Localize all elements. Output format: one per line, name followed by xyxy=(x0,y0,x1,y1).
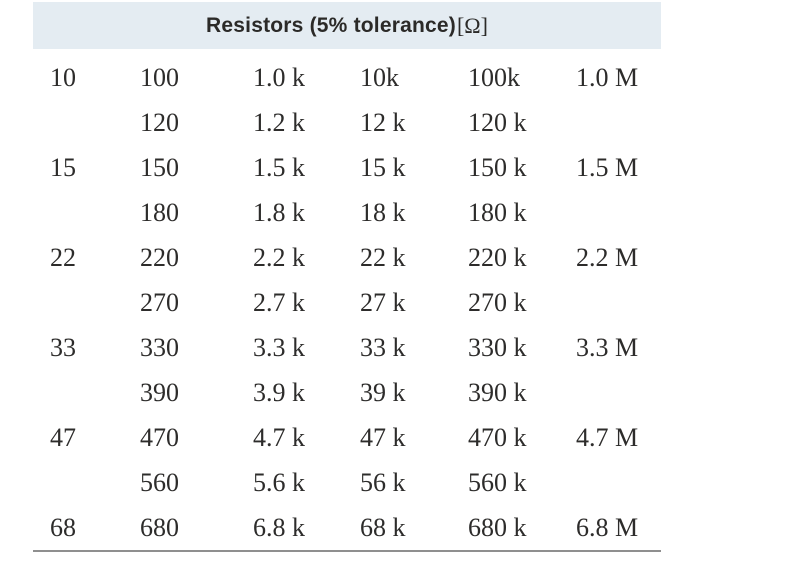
table-row: 15 150 1.5 k 15 k 150 k 1.5 M xyxy=(50,145,661,190)
table-row: 390 3.9 k 39 k 390 k xyxy=(50,370,661,415)
table-cell: 27 k xyxy=(360,288,406,317)
table-cell: 120 xyxy=(140,108,179,137)
table-cell: 4.7 k xyxy=(253,423,305,452)
table-cell: 390 k xyxy=(468,378,527,407)
table-cell: 2.7 k xyxy=(253,288,305,317)
table-cell: 3.3 M xyxy=(576,333,639,362)
table-unit-label: [Ω] xyxy=(456,12,488,38)
table-cell xyxy=(50,100,140,145)
table-cell: 10 xyxy=(50,63,76,92)
table-cell xyxy=(576,460,661,505)
table-cell: 220 xyxy=(140,243,179,272)
table-cell: 22 k xyxy=(360,243,406,272)
table-cell: 150 k xyxy=(468,153,527,182)
table-cell: 270 xyxy=(140,288,179,317)
table-cell: 470 xyxy=(140,423,179,452)
table-cell: 1.0 M xyxy=(576,63,639,92)
table-cell xyxy=(576,190,661,235)
table-cell: 390 xyxy=(140,378,179,407)
table-cell: 33 xyxy=(50,333,76,362)
table-row: 68 680 6.8 k 68 k 680 k 6.8 M xyxy=(50,505,661,550)
table-cell: 560 xyxy=(140,468,179,497)
table-row: 560 5.6 k 56 k 560 k xyxy=(50,460,661,505)
table-row: 270 2.7 k 27 k 270 k xyxy=(50,280,661,325)
table-cell xyxy=(576,370,661,415)
table-title: Resistors (5% tolerance) xyxy=(206,13,456,37)
table-row: 33 330 3.3 k 33 k 330 k 3.3 M xyxy=(50,325,661,370)
table-cell: 3.3 k xyxy=(253,333,305,362)
resistor-value-table: Resistors (5% tolerance) [Ω] 10 100 1.0 k 10… xyxy=(33,2,661,552)
table-row: 10 100 1.0 k 10k 100k 1.0 M xyxy=(50,55,661,100)
table-cell: 1.2 k xyxy=(253,108,305,137)
table-cell: 470 k xyxy=(468,423,527,452)
table-cell: 560 k xyxy=(468,468,527,497)
table-cell: 47 k xyxy=(360,423,406,452)
table-row: 120 1.2 k 12 k 120 k xyxy=(50,100,661,145)
table-cell: 6.8 k xyxy=(253,513,305,542)
table-cell: 6.8 M xyxy=(576,513,639,542)
table-cell: 3.9 k xyxy=(253,378,305,407)
table-cell: 33 k xyxy=(360,333,406,362)
table-cell: 68 xyxy=(50,513,76,542)
table-cell xyxy=(50,370,140,415)
table-cell xyxy=(576,100,661,145)
table-cell: 330 xyxy=(140,333,179,362)
table-cell: 220 k xyxy=(468,243,527,272)
table-cell: 330 k xyxy=(468,333,527,362)
table-cell xyxy=(50,280,140,325)
table-row: 180 1.8 k 18 k 180 k xyxy=(50,190,661,235)
table-cell xyxy=(50,190,140,235)
table-cell: 10k xyxy=(360,63,399,92)
table-cell: 18 k xyxy=(360,198,406,227)
table-cell: 68 k xyxy=(360,513,406,542)
table-cell: 5.6 k xyxy=(253,468,305,497)
table-cell: 1.5 k xyxy=(253,153,305,182)
table-cell: 180 k xyxy=(468,198,527,227)
table-cell: 270 k xyxy=(468,288,527,317)
table-cell: 1.0 k xyxy=(253,63,305,92)
table-cell: 680 xyxy=(140,513,179,542)
table-cell: 22 xyxy=(50,243,76,272)
table-cell: 2.2 M xyxy=(576,243,639,272)
table-row: 47 470 4.7 k 47 k 470 k 4.7 M xyxy=(50,415,661,460)
table-cell: 4.7 M xyxy=(576,423,639,452)
table-row: 22 220 2.2 k 22 k 220 k 2.2 M xyxy=(50,235,661,280)
table-cell: 47 xyxy=(50,423,76,452)
table-cell xyxy=(50,460,140,505)
table-cell: 180 xyxy=(140,198,179,227)
table-cell: 15 k xyxy=(360,153,406,182)
table-cell: 100k xyxy=(468,63,520,92)
table-cell: 39 k xyxy=(360,378,406,407)
table-cell: 120 k xyxy=(468,108,527,137)
table-cell: 1.8 k xyxy=(253,198,305,227)
table-cell: 150 xyxy=(140,153,179,182)
table-cell: 100 xyxy=(140,63,179,92)
table-cell: 680 k xyxy=(468,513,527,542)
table-cell: 56 k xyxy=(360,468,406,497)
table-cell: 2.2 k xyxy=(253,243,305,272)
table-cell: 12 k xyxy=(360,108,406,137)
table-cell xyxy=(576,280,661,325)
table-cell: 15 xyxy=(50,153,76,182)
table-cell: 1.5 M xyxy=(576,153,639,182)
table-header-band: Resistors (5% tolerance) [Ω] xyxy=(33,2,661,49)
